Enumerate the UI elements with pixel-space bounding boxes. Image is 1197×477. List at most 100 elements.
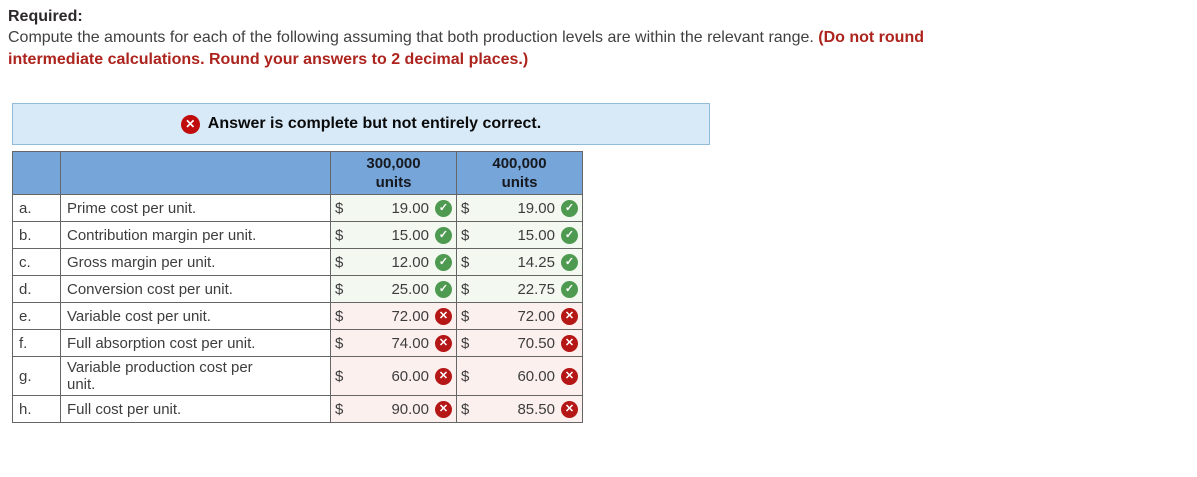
- table-row: b. Contribution margin per unit. $ 15.00…: [12, 221, 583, 249]
- check-circle-icon: ✓: [435, 226, 452, 244]
- value-text: 19.00: [391, 199, 429, 217]
- check-circle-icon: ✓: [561, 226, 578, 244]
- x-circle-icon: ✕: [561, 307, 578, 325]
- banner-text: Answer is complete but not entirely corr…: [207, 115, 542, 132]
- value-cell-400k: $ 70.50 ✕: [456, 329, 583, 357]
- header-400k-line1: 400,000: [492, 155, 547, 172]
- value-text: 19.00: [517, 199, 555, 217]
- x-circle-icon: ✕: [435, 307, 452, 325]
- row-label: Full absorption cost per unit.: [60, 329, 331, 357]
- row-label: Full cost per unit.: [60, 395, 331, 423]
- value-cell-400k: $ 60.00 ✕: [456, 356, 583, 396]
- currency-symbol: $: [461, 199, 470, 217]
- check-circle-icon: ✓: [561, 280, 578, 298]
- x-circle-icon: ✕: [561, 400, 578, 418]
- header-empty-label: [60, 151, 331, 195]
- row-letter: d.: [12, 275, 61, 303]
- value-text: 15.00: [517, 226, 555, 244]
- value-cell-400k: $ 15.00 ✓: [456, 221, 583, 249]
- header-row: 300,000 units 400,000 units: [12, 151, 583, 195]
- value-cell-400k: $ 19.00 ✓: [456, 194, 583, 222]
- instruction-normal: Compute the amounts for each of the foll…: [8, 29, 819, 46]
- header-300k-line2: units: [375, 174, 412, 191]
- row-label: Variable cost per unit.: [60, 302, 331, 330]
- row-label: Conversion cost per unit.: [60, 275, 331, 303]
- row-label: Contribution margin per unit.: [60, 221, 331, 249]
- currency-symbol: $: [461, 307, 470, 325]
- currency-symbol: $: [461, 280, 470, 298]
- row-letter: f.: [12, 329, 61, 357]
- value-text: 60.00: [391, 367, 429, 385]
- instruction-emphasis-line1: (Do not round: [818, 29, 924, 46]
- value-text: 72.00: [517, 307, 555, 325]
- table-row: h. Full cost per unit. $ 90.00 ✕ $ 85.50…: [12, 395, 583, 423]
- value-cell-300k: $ 90.00 ✕: [330, 395, 457, 423]
- x-circle-icon: ✕: [435, 400, 452, 418]
- answers-table: 300,000 units 400,000 units a. Prime cos…: [12, 151, 583, 423]
- value-cell-400k: $ 22.75 ✓: [456, 275, 583, 303]
- check-circle-icon: ✓: [435, 280, 452, 298]
- value-text: 74.00: [391, 334, 429, 352]
- row-label: Prime cost per unit.: [60, 194, 331, 222]
- currency-symbol: $: [335, 334, 344, 352]
- currency-symbol: $: [335, 226, 344, 244]
- header-400k-units: 400,000 units: [456, 151, 583, 195]
- x-circle-icon: ✕: [435, 334, 452, 352]
- currency-symbol: $: [335, 199, 344, 217]
- value-text: 85.50: [517, 400, 555, 418]
- table-row: a. Prime cost per unit. $ 19.00 ✓ $ 19.0…: [12, 194, 583, 222]
- value-text: 72.00: [391, 307, 429, 325]
- table-row: e. Variable cost per unit. $ 72.00 ✕ $ 7…: [12, 302, 583, 330]
- value-cell-300k: $ 25.00 ✓: [330, 275, 457, 303]
- value-cell-400k: $ 14.25 ✓: [456, 248, 583, 276]
- row-label: Gross margin per unit.: [60, 248, 331, 276]
- currency-symbol: $: [461, 253, 470, 271]
- value-cell-300k: $ 74.00 ✕: [330, 329, 457, 357]
- x-circle-icon: ✕: [561, 334, 578, 352]
- table-row: f. Full absorption cost per unit. $ 74.0…: [12, 329, 583, 357]
- header-400k-line2: units: [501, 174, 538, 191]
- value-cell-400k: $ 72.00 ✕: [456, 302, 583, 330]
- x-circle-icon: ✕: [561, 367, 578, 385]
- instruction-text: Compute the amounts for each of the foll…: [8, 27, 1189, 71]
- currency-symbol: $: [461, 226, 470, 244]
- header-300k-line1: 300,000: [366, 155, 421, 172]
- currency-symbol: $: [335, 280, 344, 298]
- x-circle-icon: ✕: [180, 114, 200, 134]
- row-label-text: Variable production cost per unit.: [67, 359, 253, 393]
- row-letter: e.: [12, 302, 61, 330]
- value-text: 90.00: [391, 400, 429, 418]
- value-text: 12.00: [391, 253, 429, 271]
- page: Required: Compute the amounts for each o…: [8, 8, 1189, 423]
- row-letter: c.: [12, 248, 61, 276]
- value-cell-400k: $ 85.50 ✕: [456, 395, 583, 423]
- currency-symbol: $: [461, 367, 470, 385]
- table-row: g. Variable production cost per unit. $ …: [12, 356, 583, 396]
- currency-symbol: $: [335, 400, 344, 418]
- row-letter: h.: [12, 395, 61, 423]
- check-circle-icon: ✓: [561, 199, 578, 217]
- value-text: 70.50: [517, 334, 555, 352]
- row-label: Variable production cost per unit.: [60, 356, 331, 396]
- currency-symbol: $: [335, 307, 344, 325]
- result-banner: ✕ Answer is complete but not entirely co…: [12, 103, 710, 145]
- check-circle-icon: ✓: [561, 253, 578, 271]
- header-empty-letter: [12, 151, 61, 195]
- x-circle-icon: ✕: [435, 367, 452, 385]
- currency-symbol: $: [461, 334, 470, 352]
- value-cell-300k: $ 60.00 ✕: [330, 356, 457, 396]
- value-text: 22.75: [517, 280, 555, 298]
- value-cell-300k: $ 12.00 ✓: [330, 248, 457, 276]
- instruction-emphasis-line2: intermediate calculations. Round your an…: [8, 51, 529, 68]
- value-cell-300k: $ 72.00 ✕: [330, 302, 457, 330]
- row-letter: a.: [12, 194, 61, 222]
- check-circle-icon: ✓: [435, 199, 452, 217]
- currency-symbol: $: [335, 253, 344, 271]
- row-letter: g.: [12, 356, 61, 396]
- value-text: 14.25: [517, 253, 555, 271]
- row-letter: b.: [12, 221, 61, 249]
- table-row: c. Gross margin per unit. $ 12.00 ✓ $ 14…: [12, 248, 583, 276]
- currency-symbol: $: [335, 367, 344, 385]
- table-row: d. Conversion cost per unit. $ 25.00 ✓ $…: [12, 275, 583, 303]
- value-text: 15.00: [391, 226, 429, 244]
